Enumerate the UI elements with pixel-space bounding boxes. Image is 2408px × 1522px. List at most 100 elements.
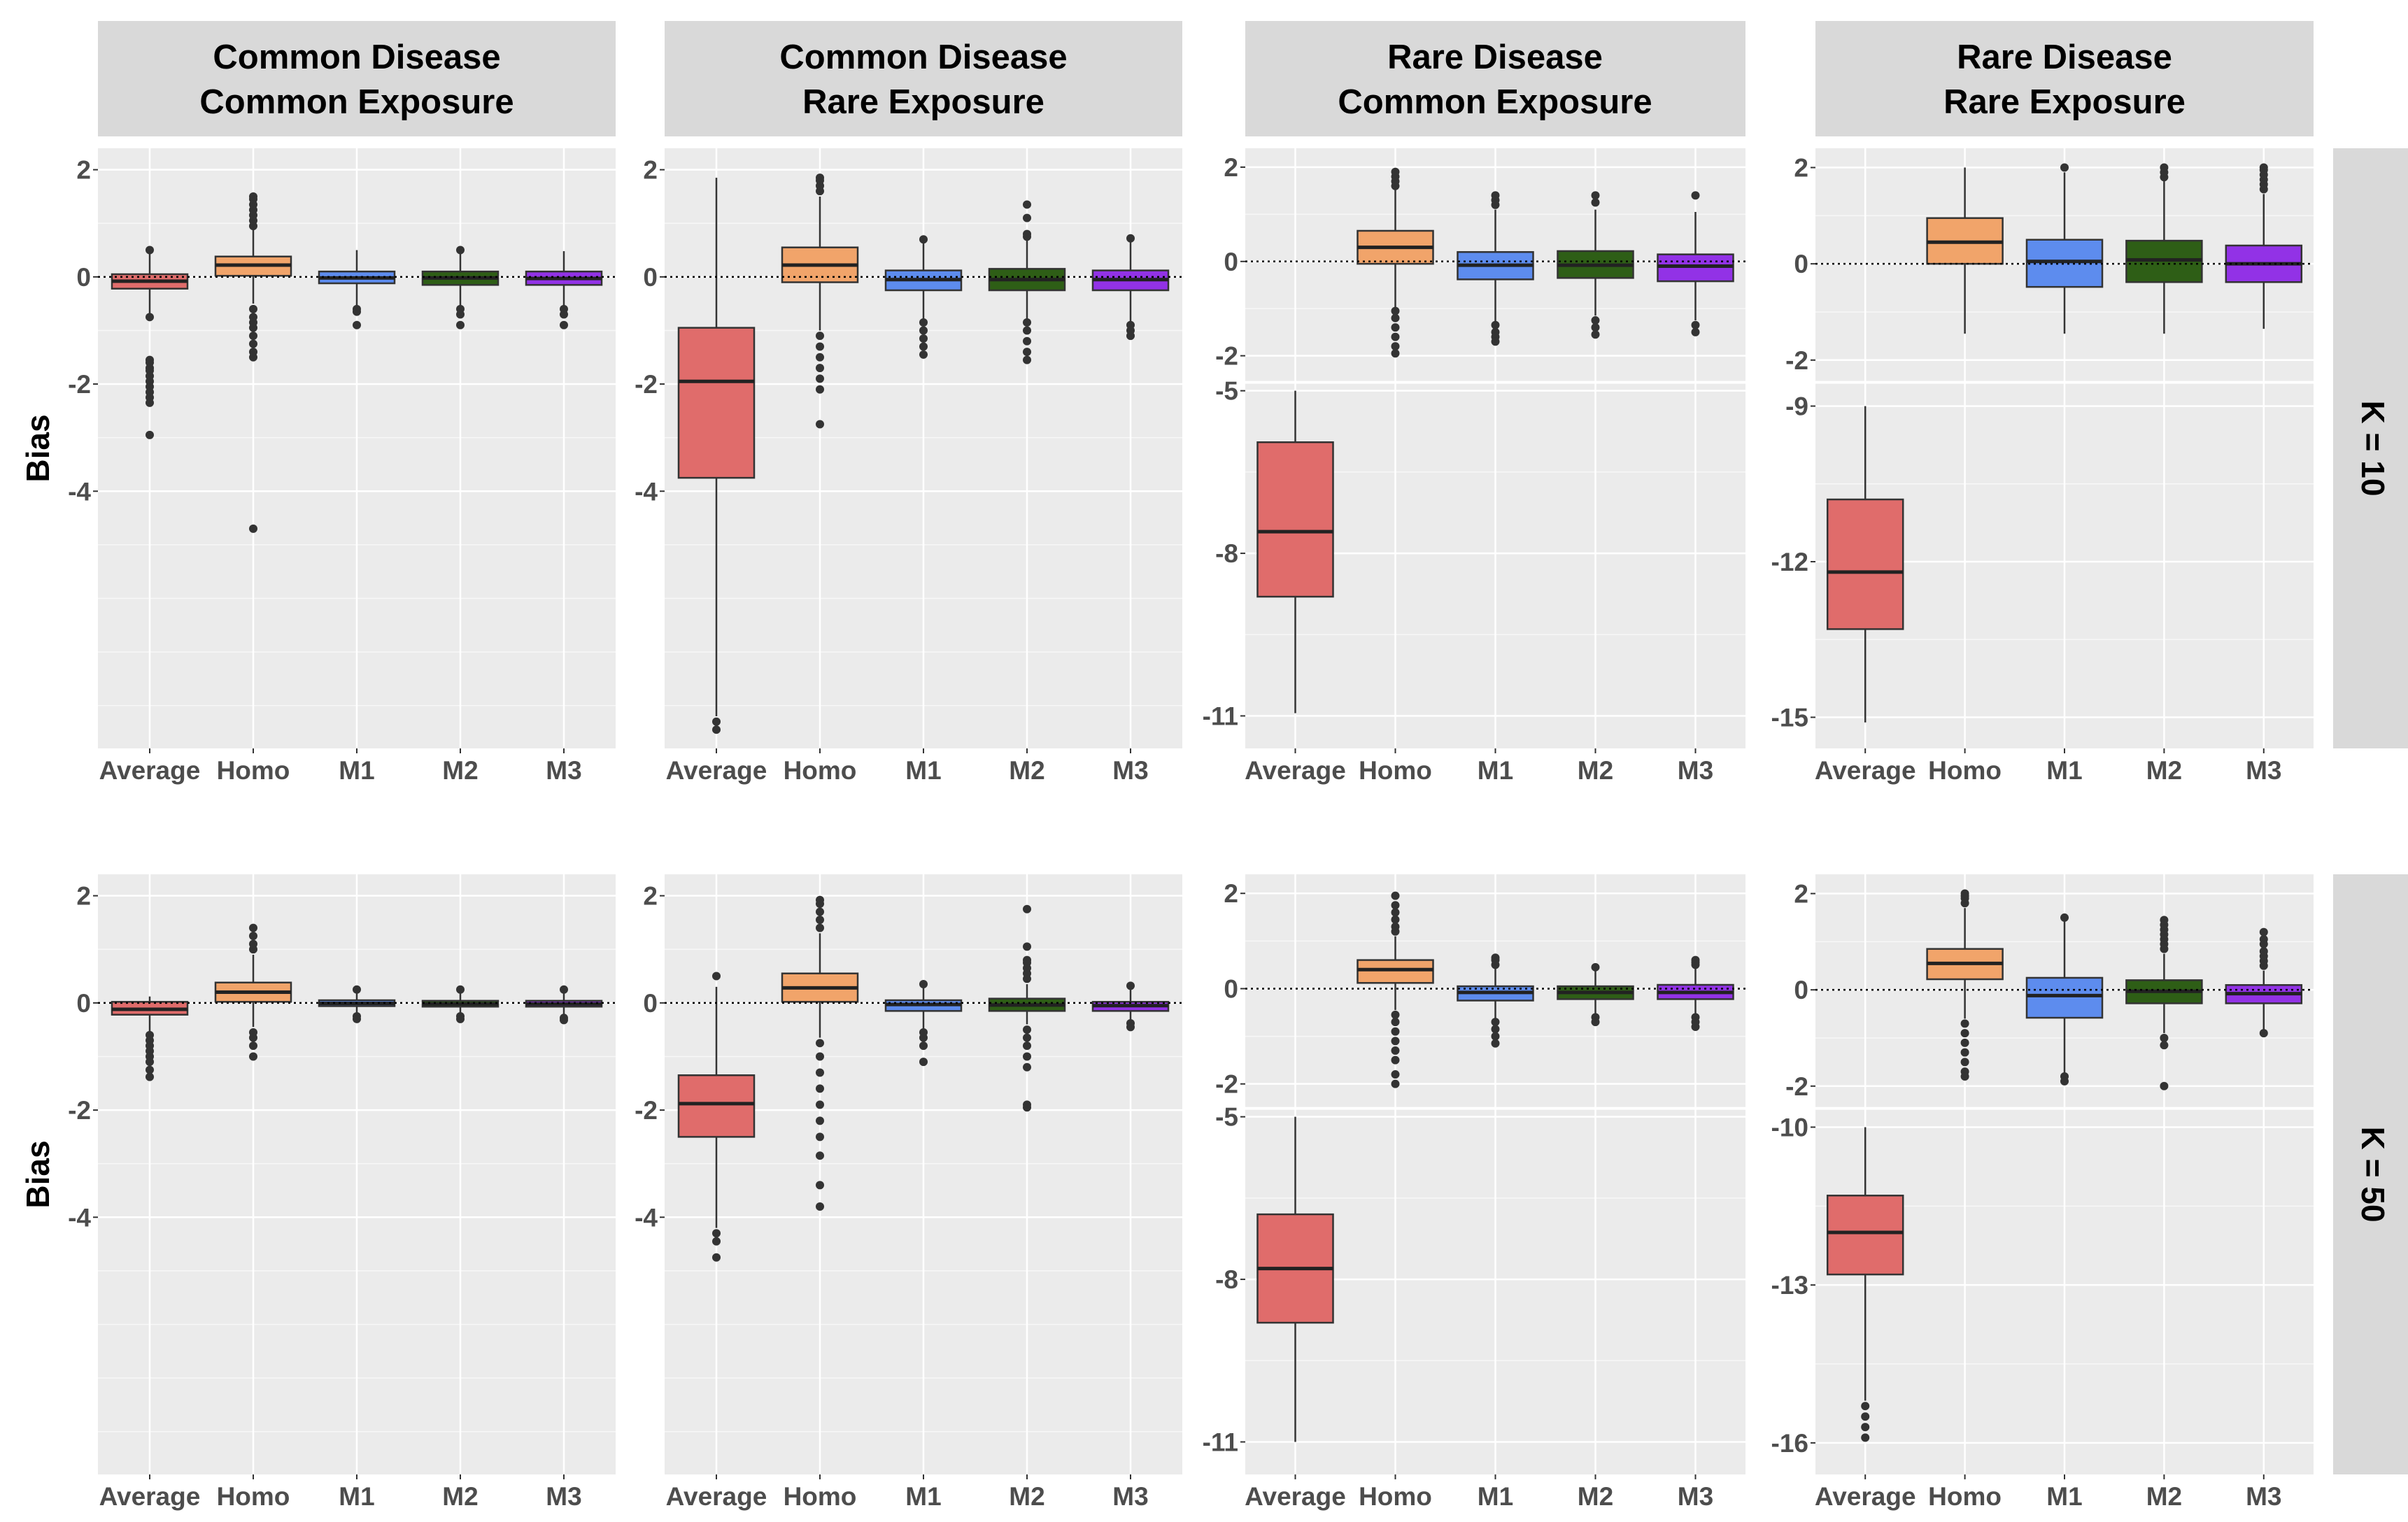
panel-r2-c4-box-homo — [1926, 889, 2004, 1081]
outlier-point — [2060, 1076, 2069, 1086]
panel-r2-c1: -4 -2 0 2 Average Homo M1 M2 M3 — [68, 874, 616, 1511]
iqr-box — [1826, 1195, 1904, 1276]
outlier-point — [816, 173, 824, 183]
outlier-point — [1960, 1058, 1969, 1067]
outlier-point — [816, 1084, 824, 1093]
panel-r1-c4-ytick-label: -12 — [1771, 548, 1808, 576]
outlier-point — [816, 1068, 824, 1077]
outlier-point — [1391, 915, 1400, 924]
outlier-point — [1691, 1022, 1700, 1031]
panel-r1-c1-xtick-label-homo: Homo — [217, 756, 290, 785]
outlier-point — [249, 1041, 257, 1051]
panel-r1-c2-xtick-label-average: Average — [666, 756, 767, 785]
panel-r2-c3-ytick-label: 0 — [1224, 974, 1238, 1003]
outlier-point — [712, 725, 721, 734]
outlier-point — [816, 923, 824, 932]
outlier-point — [249, 304, 257, 313]
outlier-point — [816, 385, 824, 394]
outlier-point — [1023, 336, 1031, 346]
strip-col-2-line2: Rare Exposure — [802, 83, 1044, 121]
strip-col-3: Rare Disease Common Exposure — [1245, 21, 1745, 136]
panel-r2-c4-xtick-label-average: Average — [1815, 1482, 1916, 1511]
panel-r2-c3-xtick-label-average: Average — [1245, 1482, 1346, 1511]
outlier-point — [249, 923, 257, 932]
strip-col-2-line1: Common Disease — [779, 38, 1067, 76]
outlier-point — [1126, 332, 1135, 341]
outlier-point — [1391, 349, 1400, 358]
outlier-point — [1861, 1412, 1870, 1421]
strip-col-2: Common Disease Rare Exposure — [665, 21, 1182, 136]
panel-r2-c3-box-homo — [1357, 891, 1434, 1088]
outlier-point — [1391, 167, 1400, 176]
outlier-point — [1591, 198, 1600, 207]
panel-r2-c1-ytick-label: -2 — [68, 1096, 91, 1125]
outlier-point — [816, 1100, 824, 1109]
outlier-point — [1491, 337, 1500, 346]
outlier-point — [249, 332, 257, 341]
strip-col-2-bg — [665, 21, 1182, 136]
outlier-point — [919, 334, 928, 343]
panel-r1-c3-box-m3 — [1657, 191, 1734, 336]
panel-r2-c1-ytick-label: -4 — [68, 1203, 91, 1232]
outlier-point — [560, 1016, 568, 1025]
outlier-point — [353, 320, 361, 329]
outlier-point — [2259, 927, 2268, 937]
outlier-point — [1023, 904, 1031, 913]
panel-r1-c1-xtick-label-m1: M1 — [339, 756, 374, 785]
panel-r2-c4-ytick-label: -13 — [1771, 1271, 1808, 1300]
outlier-point — [560, 310, 568, 319]
panel-r1-c1: -4 -2 0 2 Average Homo M1 M2 M3 — [68, 148, 616, 785]
strip-col-1-line2: Common Exposure — [199, 83, 514, 121]
panels: -4 -2 0 2 Average Homo M1 M2 M3 -4 -2 0 2 Average Homo… — [68, 148, 2314, 1511]
outlier-point — [249, 353, 257, 362]
outlier-point — [816, 353, 824, 362]
outlier-point — [1391, 1055, 1400, 1065]
outlier-point — [1591, 962, 1600, 972]
outlier-point — [1391, 922, 1400, 931]
panel-r1-c2-ytick-label: -2 — [635, 370, 658, 399]
panel-r2-c1-ytick-label: 2 — [76, 882, 91, 911]
outlier-point — [1391, 323, 1400, 332]
outlier-point — [1491, 1025, 1500, 1034]
panel-r1-c3-xtick-label-m3: M3 — [1678, 756, 1713, 785]
outlier-point — [816, 420, 824, 429]
panel-r1-c4-ytick-label: -2 — [1785, 346, 1808, 375]
panel-r1-c3-xtick-label-average: Average — [1245, 756, 1346, 785]
panel-r2-c2-box-m3 — [1091, 981, 1170, 1032]
panel-r2-c2-xtick-label-average: Average — [666, 1482, 767, 1511]
outlier-point — [1691, 327, 1700, 336]
outlier-point — [249, 1033, 257, 1042]
outlier-point — [1861, 1402, 1870, 1411]
iqr-box — [2025, 976, 2104, 1019]
outlier-point — [1491, 1039, 1500, 1048]
outlier-point — [1391, 1046, 1400, 1055]
panel-r1-c3-ytick-label: 0 — [1224, 248, 1238, 276]
outlier-point — [816, 1202, 824, 1211]
outlier-point — [2160, 1041, 2169, 1050]
panel-r1-c2-ytick-label: 2 — [643, 156, 658, 185]
panel-r1-c4-ytick-label: 2 — [1794, 154, 1808, 183]
outlier-point — [712, 972, 721, 981]
panel-r2-c4-ytick-label: 0 — [1794, 976, 1808, 1004]
outlier-point — [919, 1041, 928, 1051]
panel-r1-c3-ytick-label: -8 — [1215, 539, 1238, 568]
panel-r1-c3-ytick-label: -11 — [1203, 702, 1238, 731]
outlier-point — [1691, 955, 1700, 965]
strip-col-1: Common Disease Common Exposure — [98, 21, 616, 136]
panel-r1-c1-xtick-label-m3: M3 — [546, 756, 581, 785]
outlier-point — [1861, 1433, 1870, 1442]
outlier-point — [816, 1132, 824, 1142]
outlier-point — [2160, 163, 2169, 172]
outlier-point — [1023, 318, 1031, 327]
outlier-point — [712, 1229, 721, 1238]
row-strip-k10-label: K = 10 — [2355, 401, 2391, 497]
panel-r1-c3-ytick-label: -2 — [1215, 342, 1238, 371]
outlier-point — [249, 524, 257, 533]
outlier-point — [1391, 313, 1400, 322]
outlier-point — [1960, 1019, 1969, 1028]
panel-r2-c3-xtick-label-homo: Homo — [1359, 1482, 1432, 1511]
row-strip-k50-bg — [2333, 874, 2408, 1474]
